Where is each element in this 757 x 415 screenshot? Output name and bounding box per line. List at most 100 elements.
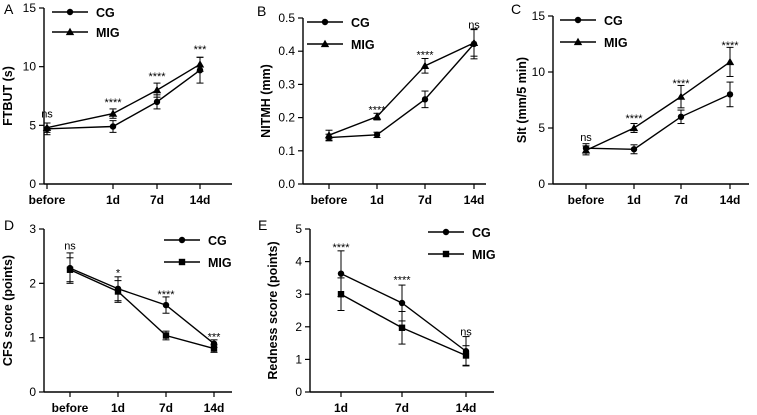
panel-letter-d: D [4,217,14,233]
data-point-cg [109,123,117,130]
series-line-cg [585,93,731,150]
legend-label: CG [351,16,370,30]
y-tick-label: 2 [295,320,302,334]
significance-label: **** [721,40,739,52]
y-tick-label: 10 [23,60,37,74]
y-axis-label: FTBUT (s) [1,66,15,126]
y-tick-label: 1 [29,331,36,345]
data-point-mig [372,112,382,120]
series-mig [581,46,735,156]
y-tick-label: 5 [538,121,545,135]
data-point-mig [725,57,735,66]
series-mig [66,257,218,353]
x-tick-label: 14d [720,193,741,207]
y-tick-label: 0 [295,385,302,399]
significance-label: **** [157,289,175,301]
x-tick-label: 1d [370,193,384,207]
y-tick-label: 15 [532,9,546,23]
legend-label: CG [472,226,491,240]
series-mig [324,29,479,141]
series-mig [42,56,205,133]
y-tick-label: 5 [29,118,36,132]
x-tick-label: 1d [334,401,348,415]
significance-label: *** [194,44,208,56]
series-cg [325,28,478,142]
x-tick-label: 1d [106,193,120,207]
data-point-cg [162,301,170,309]
x-tick-label: 7d [159,401,173,415]
data-point-mig [581,146,591,154]
series-line-mig [585,61,731,152]
legend-label: MIG [351,38,375,52]
x-tick-label: 7d [674,193,688,207]
significance-label: **** [416,50,434,62]
significance-label: ns [41,109,53,121]
panel-letter-e: E [258,217,267,233]
y-tick-label: 4 [295,255,302,269]
legend-entry-cg: CG [428,226,491,240]
panel-b: B 0.0 0.1 0.2 0.3 0.4 0.5 NITMH (mm) before 1d 7d 1… [257,3,486,207]
legend-entry-cg: CG [164,234,227,248]
legend-label: MIG [604,36,628,50]
data-point-mig [337,291,345,298]
y-axis-label: Redness score (points) [266,241,280,379]
significance-label: ns [460,327,472,339]
data-point-cg [677,113,685,121]
legend-label: CG [604,14,623,28]
data-point-cg [373,131,381,139]
x-tick-label: 7d [418,193,432,207]
y-tick-label: 3 [295,287,302,301]
legend-entry-cg: CG [560,14,623,28]
series-line-mig [46,63,201,129]
data-point-mig [462,352,470,359]
y-tick-label: 1 [295,352,302,366]
legend-entry-mig: MIG [164,256,232,270]
series-cg [582,81,734,155]
legend-marker-mig [65,27,75,36]
significance-label: **** [625,113,643,125]
legend-entry-cg: CG [52,6,115,20]
legend-marker-mig [442,250,450,258]
data-point-mig [469,38,479,47]
x-tick-label: before [52,401,89,415]
legend-entry-mig: MIG [560,36,628,50]
data-point-mig [398,324,406,331]
significance-label: ns [468,20,480,32]
y-tick-label: 0.4 [278,44,295,58]
significance-label: **** [332,242,350,254]
legend-entry-cg: CG [307,16,370,30]
data-point-mig [210,345,218,352]
series-line-cg [46,69,201,130]
data-point-cg [421,96,429,103]
significance-label: **** [104,97,122,109]
y-tick-label: 0 [29,177,36,191]
series-line-cg [328,43,475,139]
data-point-cg [153,98,161,106]
significance-label: ns [580,132,592,144]
data-point-mig [162,332,170,339]
significance-label: **** [393,275,411,287]
significance-label: **** [672,78,690,90]
legend-marker-mig [178,258,186,266]
y-tick-label: 0.2 [278,111,295,125]
significance-label: **** [368,104,386,116]
x-tick-label: 7d [395,401,409,415]
data-point-mig [42,123,52,131]
series-cg [66,252,218,348]
data-point-mig [152,85,162,94]
data-point-mig [629,123,639,132]
x-tick-label: before [568,193,605,207]
legend-entry-mig: MIG [428,248,496,262]
data-point-mig [66,266,74,273]
y-tick-label: 15 [23,1,37,15]
panel-c: C 0 5 10 15 SIt (mm/5 min) before 1d 7d 14d ns ****… [511,1,749,207]
x-tick-label: 7d [150,193,164,207]
y-axis-label: CFS score (points) [1,255,15,366]
y-tick-label: 0.0 [278,177,295,191]
y-axis-label: NITMH (mm) [259,64,273,138]
legend-label: CG [208,234,227,248]
legend-entry-mig: MIG [307,38,375,52]
x-tick-label: 14d [190,193,211,207]
